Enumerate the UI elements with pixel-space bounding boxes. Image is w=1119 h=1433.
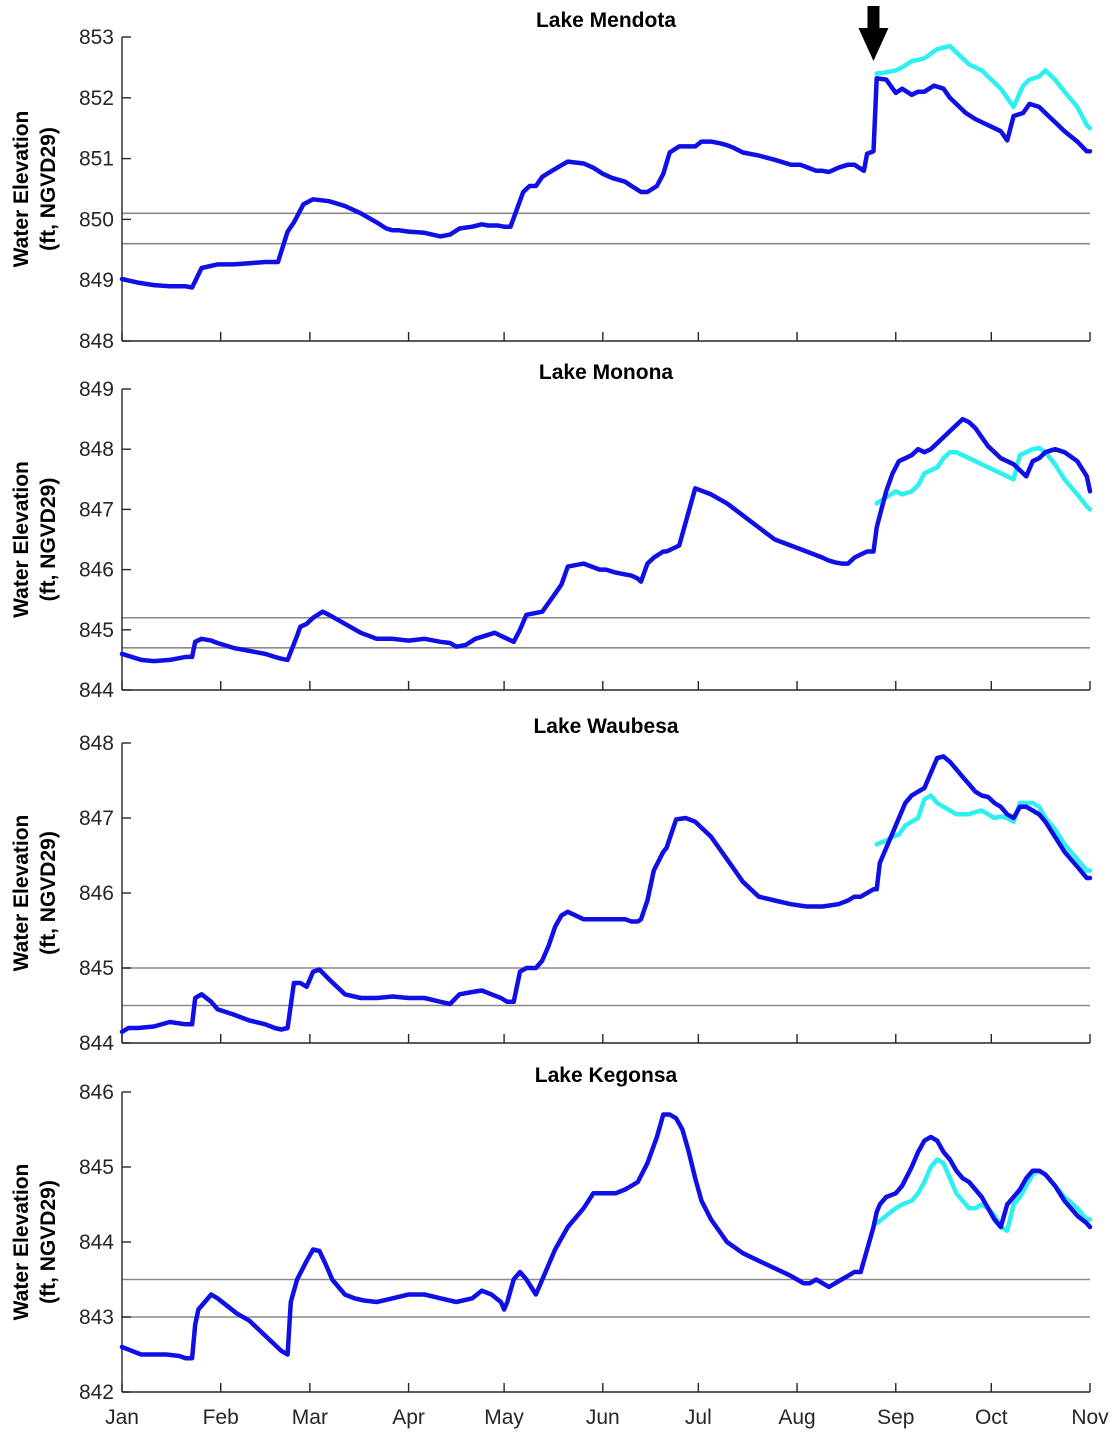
lake-mendota-title: Lake Mendota [536,9,676,32]
annotation-arrow-head [858,28,889,61]
lake-waubesa-series-cyan-line [874,793,1093,873]
lake-kegonsa-y-tick-label: 843 [79,1306,114,1329]
lake-monona-y-tick-label: 844 [79,679,114,702]
panel-lake-kegonsa: 842 843 844 845 846 Jan Feb Mar Apr May Jun Jul Aug S… [10,1064,1109,1429]
lake-mendota-y-axis-label: Water Elevation (ft, NGVD29) [10,111,60,268]
lake-waubesa-series-blue-line [119,754,1093,1035]
lake-kegonsa-y-tick-label: 844 [79,1231,114,1254]
lake-mendota-y-axis-label-line-2: (ft, NGVD29) [37,127,60,251]
panel-lake-waubesa: 844 845 846 847 848 Lake Waubesa Water Elevati… [10,715,1093,1055]
lake-waubesa-y-tick-label: 848 [79,732,114,755]
lake-monona-y-axis-label-line-2: (ft, NGVD29) [37,478,60,602]
lake-monona-series-blue-line [119,416,1093,664]
x-tick-label-may: May [484,1406,524,1429]
x-tick-label-jun: Jun [586,1406,620,1429]
lake-mendota-y-tick-label: 849 [79,269,114,292]
panel-lake-monona: 844 845 846 847 848 849 Lake Monona Water Eleva… [10,361,1093,702]
lake-monona-y-tick-label: 848 [79,438,114,461]
lake-waubesa-y-tick-label: 846 [79,882,114,905]
x-tick-label-oct: Oct [975,1406,1008,1429]
lake-waubesa-y-axis-label: Water Elevation (ft, NGVD29) [10,815,60,972]
x-tick-label-mar: Mar [292,1406,328,1429]
lake-waubesa-title: Lake Waubesa [533,715,678,738]
lake-monona-y-tick-label: 845 [79,619,114,642]
lake-monona-title: Lake Monona [539,361,674,384]
lake-waubesa-y-tick-label: 845 [79,957,114,980]
lake-kegonsa-y-axis-label-line-2: (ft, NGVD29) [37,1180,60,1304]
lake-waubesa-y-axis-label-line-1: Water Elevation [10,815,33,972]
lake-kegonsa-y-axis-label-line-1: Water Elevation [10,1164,33,1321]
lake-kegonsa-y-tick-label: 846 [79,1081,114,1104]
x-tick-label-jan: Jan [105,1406,139,1429]
lake-waubesa-y-tick-label: 844 [79,1032,114,1055]
x-tick-label-nov: Nov [1071,1406,1109,1429]
lake-monona-y-tick-label: 849 [79,378,114,401]
lake-mendota-y-tick-label: 848 [79,330,114,353]
lake-kegonsa-y-tick-label: 842 [79,1381,114,1404]
lake-waubesa-y-axis-label-line-2: (ft, NGVD29) [37,831,60,955]
lake-monona-y-tick-label: 846 [79,559,114,582]
x-tick-label-sep: Sep [877,1406,914,1429]
x-tick-label-jul: Jul [685,1406,712,1429]
lake-mendota-y-tick-label: 851 [79,148,114,171]
lake-mendota-y-axis-label-line-1: Water Elevation [10,111,33,268]
lake-monona-y-axis-label: Water Elevation (ft, NGVD29) [10,461,60,618]
lake-mendota-y-tick-label: 852 [79,87,114,110]
x-tick-label-aug: Aug [778,1406,815,1429]
lake-monona-y-axis-label-line-1: Water Elevation [10,461,33,618]
lake-kegonsa-series-blue-line [119,1112,1093,1361]
x-tick-label-feb: Feb [203,1406,239,1429]
lake-mendota-y-tick-label: 853 [79,26,114,49]
lake-mendota-series-blue-line [119,76,1093,290]
lake-waubesa-y-tick-label: 847 [79,807,114,830]
lake-kegonsa-y-tick-label: 845 [79,1156,114,1179]
annotation-arrow-shaft [867,6,880,31]
lake-monona-y-tick-label: 847 [79,498,114,521]
panels: 848 849 850 851 852 853 Lake Mendota Water Elev… [10,6,1109,1429]
lake-mendota-series-cyan-line [874,43,1093,131]
lake-kegonsa-title: Lake Kegonsa [535,1064,678,1087]
lake-kegonsa-y-axis-label: Water Elevation (ft, NGVD29) [10,1164,60,1321]
x-tick-label-apr: Apr [392,1406,425,1429]
lake-mendota-y-tick-label: 850 [79,208,114,231]
panel-lake-mendota: 848 849 850 851 852 853 Lake Mendota Water Elev… [10,6,1093,353]
